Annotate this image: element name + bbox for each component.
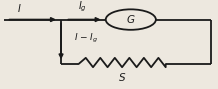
Text: G: G	[127, 15, 135, 25]
Text: I: I	[18, 4, 21, 14]
Text: S: S	[119, 73, 125, 83]
Text: I − I$_g$: I − I$_g$	[74, 32, 99, 45]
Text: I$_g$: I$_g$	[78, 0, 87, 14]
